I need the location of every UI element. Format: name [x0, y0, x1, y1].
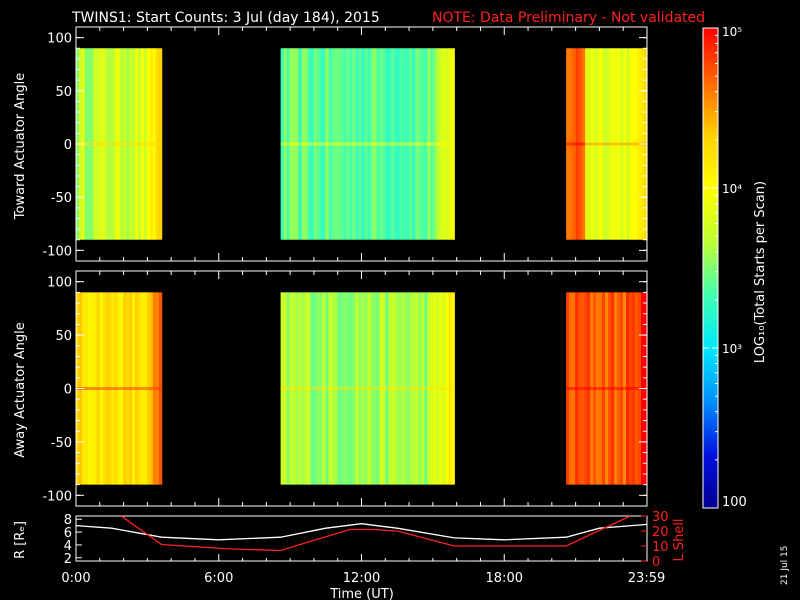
colorbar-gradient: [702, 27, 719, 509]
zero-angle-band: [585, 142, 647, 146]
colorbar-tick-label: 10⁵: [722, 25, 742, 39]
zero-angle-band: [566, 142, 586, 146]
y-tick-label: 50: [55, 329, 72, 344]
radius-ylabel: R [Rₑ]: [13, 521, 28, 559]
colorbar-label: LOG₁₀(Total Starts per Scan): [753, 181, 768, 363]
x-tick-label: 12:00: [343, 571, 380, 586]
date-stamp: 21 Jul 15: [780, 546, 790, 586]
zero-angle-band: [280, 387, 455, 390]
y-tick-label: -100: [42, 489, 72, 504]
zero-angle-band: [76, 142, 162, 146]
y-tick-label: 100: [47, 32, 72, 47]
away-angle-panel: 100 50 0 -50 -100: [42, 270, 648, 507]
zero-angle-band: [76, 387, 162, 390]
y-tick-label: 100: [47, 276, 72, 291]
chart-title: TWINS1: Start Counts: 3 Jul (day 184), 2…: [71, 10, 380, 26]
toward-angle-ylabel: Toward Actuator Angle: [13, 73, 28, 220]
radius-series-line: [76, 523, 647, 541]
y-tick-label: 50: [55, 85, 72, 100]
colorbar-tick-label: 10⁴: [722, 182, 742, 196]
preliminary-note: NOTE: Data Preliminary - Not validated: [432, 10, 705, 26]
y-left-tick-label: 2: [64, 552, 72, 567]
lshell-ylabel: L Shell: [672, 518, 687, 561]
x-tick-label: 23:59: [628, 571, 665, 586]
y-left-tick-label: 8: [64, 513, 72, 528]
y-tick-label: -50: [51, 436, 72, 451]
y-tick-label: -50: [51, 191, 72, 206]
colorbar-tick-label: 10³: [722, 342, 742, 356]
zero-angle-band: [280, 142, 455, 146]
time-xlabel: Time (UT): [329, 587, 394, 600]
colorbar: 10⁵ 10⁴ 10³ 100: [702, 25, 747, 510]
y-tick-label: 0: [64, 138, 72, 153]
y-tick-label: 0: [64, 383, 72, 398]
zero-angle-band: [566, 387, 647, 390]
y-right-tick-label: 0: [652, 555, 660, 570]
y-left-tick-label: 4: [64, 539, 72, 554]
y-right-tick-label: 10: [652, 540, 669, 555]
y-right-tick-label: 20: [652, 525, 669, 540]
x-tick-label: 6:00: [204, 571, 233, 586]
colorbar-tick-label: 100: [722, 495, 747, 510]
x-tick-label: 18:00: [486, 571, 523, 586]
toward-angle-panel: 100 50 0 -50 -100: [42, 26, 648, 262]
y-right-tick-label: 30: [652, 510, 669, 525]
away-angle-ylabel: Away Actuator Angle: [13, 322, 28, 457]
y-left-tick-label: 6: [64, 526, 72, 541]
y-tick-label: -100: [42, 244, 72, 259]
x-tick-label: 0:00: [61, 571, 90, 586]
lshell-series-line: [120, 516, 631, 552]
